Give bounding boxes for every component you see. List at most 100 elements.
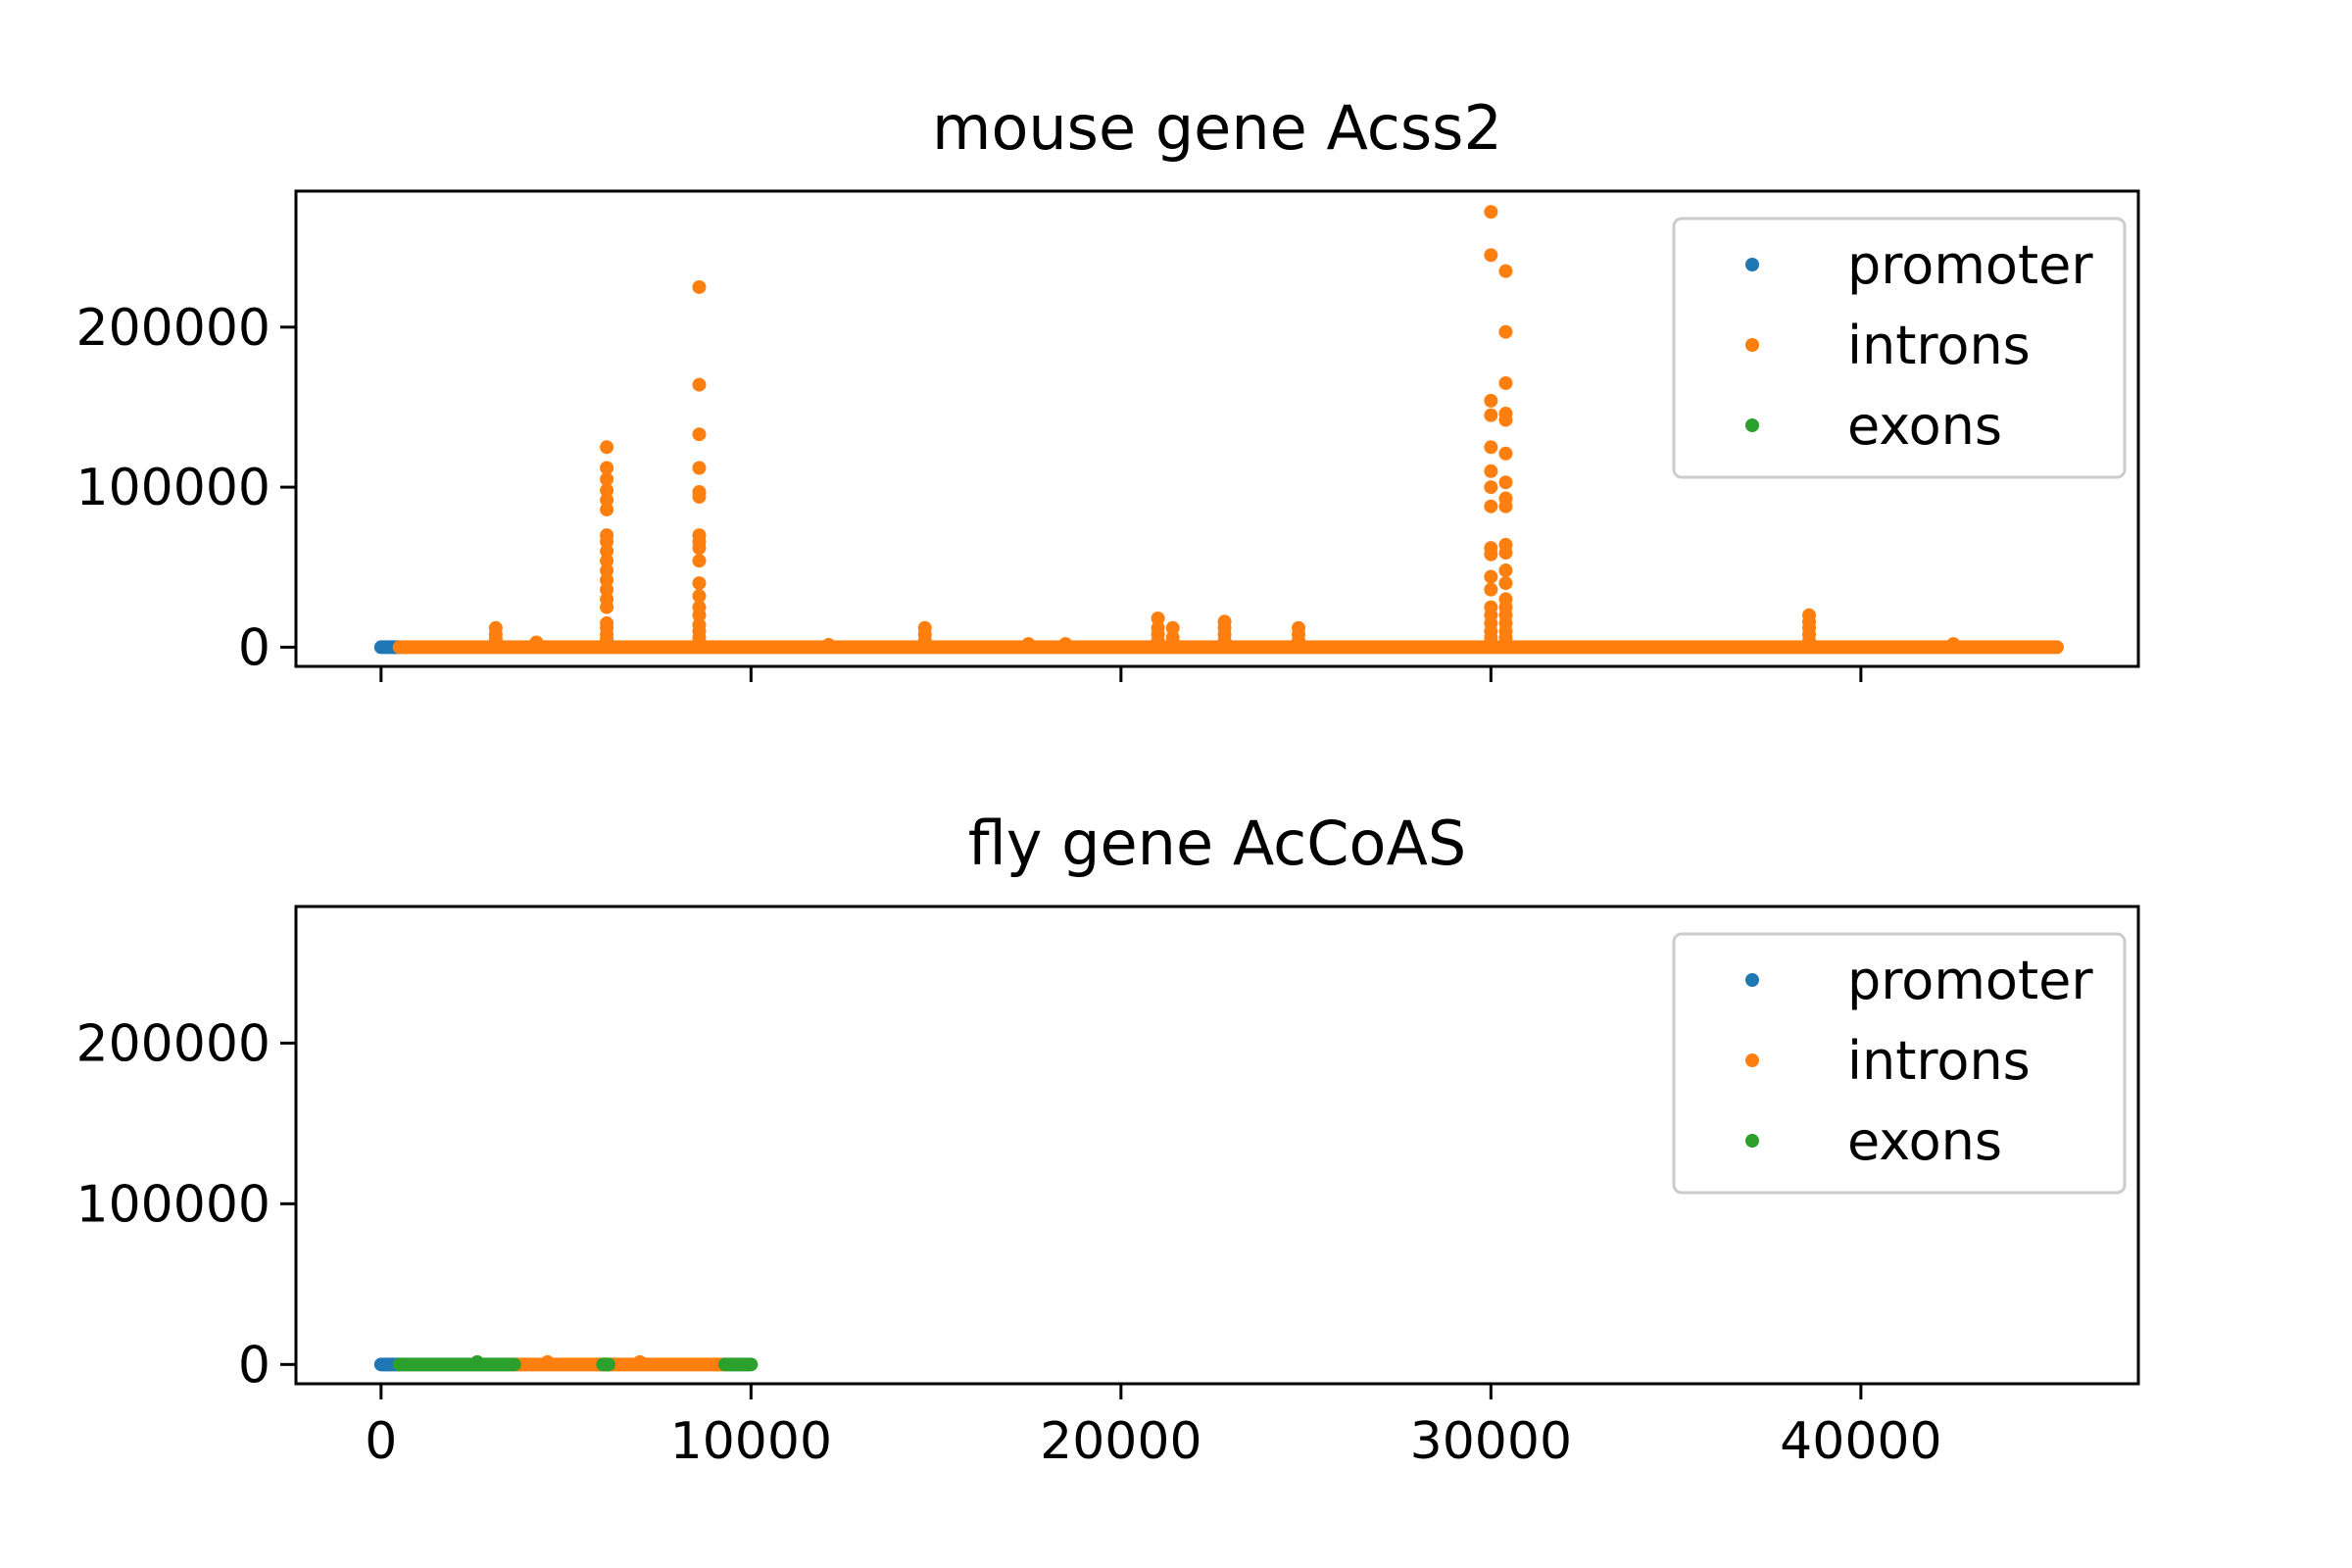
introns-point: [1058, 637, 1073, 652]
introns-point: [600, 534, 614, 549]
introns-point: [600, 483, 614, 498]
introns-point: [600, 544, 614, 559]
legend-marker-promoter: [1745, 258, 1759, 271]
legend: promoter introns exons: [1672, 217, 2127, 479]
legend-marker-promoter: [1745, 973, 1759, 987]
introns-point: [821, 637, 836, 652]
legend-label-promoter: promoter: [1847, 234, 2093, 296]
introns-point: [1484, 440, 1498, 455]
x-tick-label: 20000: [1040, 1412, 1201, 1471]
introns-point: [692, 608, 707, 622]
introns-point: [1946, 637, 1961, 652]
introns-point: [917, 633, 932, 648]
introns-point: [600, 564, 614, 578]
introns-point: [1498, 446, 1513, 461]
introns-point: [692, 279, 707, 294]
introns-point: [1498, 413, 1513, 427]
y-tick-label: 0: [238, 618, 270, 677]
introns-point: [1484, 408, 1498, 422]
legend-label-introns: introns: [1847, 315, 2031, 376]
legend: promoter introns exons: [1672, 932, 2127, 1195]
introns-point: [1484, 393, 1498, 408]
introns-point: [1484, 464, 1498, 478]
y-tick-label: 200000: [75, 299, 270, 358]
introns-point: [1498, 475, 1513, 490]
legend-marker-exons: [1745, 1134, 1759, 1148]
x-tick-label: 40000: [1780, 1412, 1941, 1471]
introns-point: [600, 461, 614, 475]
introns-point: [1498, 564, 1513, 578]
introns-point: [1498, 375, 1513, 390]
chart-title: mouse gene Acss2: [932, 92, 1502, 164]
introns-point: [1484, 547, 1498, 562]
introns-point: [600, 493, 614, 508]
introns-point: [600, 582, 614, 597]
legend-label-exons: exons: [1847, 1110, 2002, 1172]
introns-point: [529, 635, 544, 650]
introns-point: [692, 635, 707, 650]
legend-frame: [1672, 932, 2127, 1195]
plot-frame: [294, 905, 2140, 1386]
introns-point: [1484, 569, 1498, 584]
introns-point: [600, 471, 614, 486]
exons-point: [469, 1354, 484, 1369]
introns-point: [1484, 635, 1498, 650]
introns-point: [692, 554, 707, 568]
axes: 0 100000 200000 0 10000 20000 30000 40000: [75, 1014, 1941, 1471]
legend-label-introns: introns: [1847, 1030, 2031, 1092]
top-subplot: mouse gene Acss2 0 100000 200000 promoter i…: [75, 92, 2140, 682]
introns-point: [692, 576, 707, 591]
introns-point: [1498, 635, 1513, 650]
introns-point: [600, 572, 614, 587]
legend-label-exons: exons: [1847, 395, 2002, 457]
introns-point: [1484, 582, 1498, 597]
introns-point: [692, 541, 707, 556]
y-tick-label: 0: [238, 1336, 270, 1395]
introns-point: [1498, 264, 1513, 278]
introns-point: [1151, 612, 1165, 626]
bottom-subplot: fly gene AcCoAS 0 100000 200000 0 10000 20000…: [75, 808, 2140, 1471]
introns-point: [692, 589, 707, 604]
data-marks: [373, 205, 2064, 655]
introns-point: [600, 600, 614, 614]
x-tick-label: 10000: [670, 1412, 832, 1471]
legend-marker-introns: [1745, 338, 1759, 352]
introns-point: [1021, 637, 1036, 652]
legend-label-promoter: promoter: [1847, 950, 2093, 1011]
introns-point: [1217, 633, 1232, 648]
introns-point: [600, 502, 614, 516]
introns-point: [633, 1354, 648, 1369]
introns-point: [1484, 205, 1498, 220]
introns-point: [600, 635, 614, 650]
introns-point: [1292, 633, 1306, 648]
introns-point: [1484, 248, 1498, 263]
introns-point: [1498, 546, 1513, 561]
introns-point: [600, 554, 614, 568]
introns-point: [692, 461, 707, 475]
y-tick-label: 200000: [75, 1014, 270, 1073]
axes: 0 100000 200000: [75, 299, 1863, 682]
chart-title: fly gene AcCoAS: [968, 808, 1467, 879]
introns-point: [1484, 480, 1498, 495]
data-marks: [373, 1354, 759, 1372]
introns-point: [1802, 633, 1817, 648]
introns-point: [1484, 499, 1498, 514]
legend-marker-introns: [1745, 1054, 1759, 1067]
introns-point: [600, 440, 614, 455]
introns-point: [488, 632, 503, 647]
introns-point: [692, 427, 707, 442]
introns-point: [1498, 324, 1513, 339]
introns-point: [692, 377, 707, 392]
plot-frame: [294, 189, 2140, 668]
introns-point: [540, 1354, 555, 1369]
x-tick-label: 0: [365, 1412, 397, 1471]
y-tick-label: 100000: [75, 1175, 270, 1234]
x-tick-label: 30000: [1410, 1412, 1572, 1471]
introns-point: [1165, 620, 1180, 635]
introns-point: [1498, 499, 1513, 514]
y-tick-label: 100000: [75, 459, 270, 517]
legend-frame: [1672, 217, 2127, 479]
introns-point: [1498, 576, 1513, 591]
introns-point: [1165, 630, 1180, 645]
